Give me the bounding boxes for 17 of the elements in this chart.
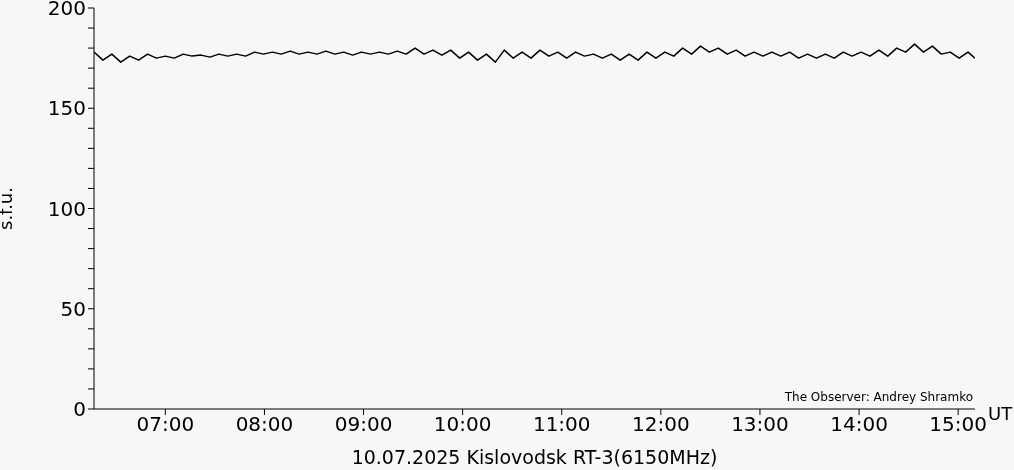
text: 10.07.2025 Kislovodsk RT-3(6150MHz) [350,446,719,468]
annotation: The Observer: Andrey Shramko [784,390,973,404]
x-axis-title: UT [988,403,1013,424]
x-tick-label: 15:00 [929,412,987,437]
x-tick-label: 11:00 [532,412,591,437]
y-tick-label: 100 [47,196,86,221]
x-tick-label: 09:00 [334,412,393,437]
x-tick-label: 12:00 [632,412,690,437]
x-tick-label: 08:00 [235,412,294,437]
y-tick-label: 150 [47,96,86,121]
x-tick-label: 10:00 [433,412,492,437]
x-tick-label: 14:00 [830,412,888,437]
y-tick-label: 0 [73,397,86,422]
x-tick-label: 07:00 [136,412,195,437]
x-tick-label: 13:00 [731,412,789,437]
y-tick-label: 50 [60,296,86,321]
y-tick-label: 200 [47,0,86,21]
